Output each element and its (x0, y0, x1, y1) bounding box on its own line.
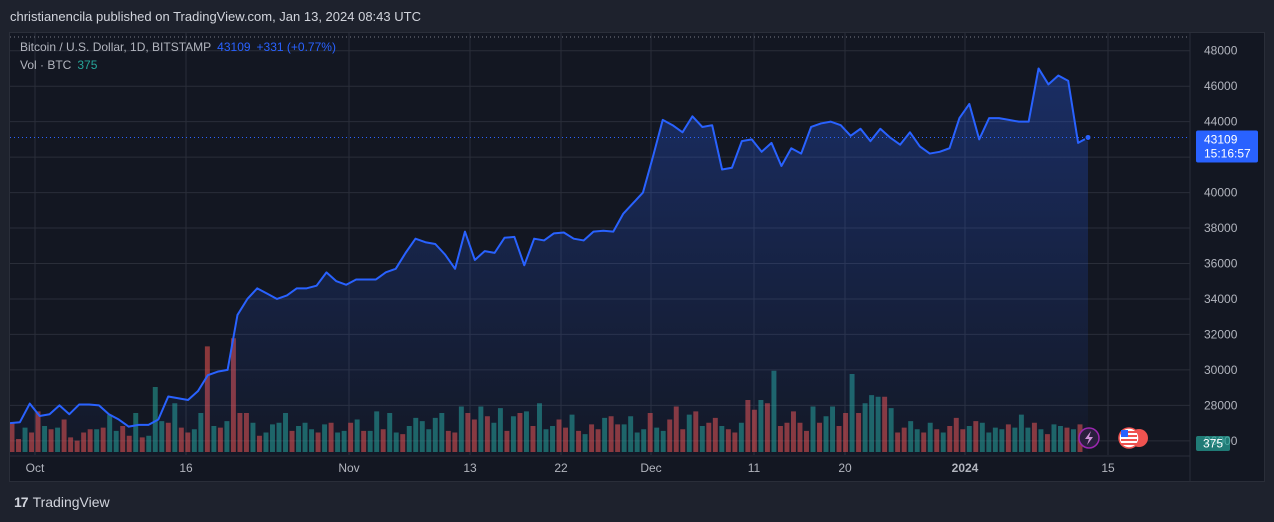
volume-tag-box (1196, 436, 1230, 451)
y-tick-label: 28000 (1204, 398, 1238, 412)
y-tick-label: 34000 (1204, 292, 1238, 306)
tradingview-brand: TradingView (32, 494, 110, 510)
price-tag-box (1196, 130, 1258, 163)
x-tick-label: 20 (838, 461, 852, 475)
x-tick-label: Nov (338, 461, 359, 475)
lightning-icon (1078, 427, 1100, 449)
legend-change: +331 (+0.77%) (256, 40, 336, 54)
x-tick-label: Oct (26, 461, 45, 475)
price-area (10, 68, 1088, 455)
volume-legend[interactable]: Vol · BTC 375 (20, 58, 97, 72)
x-tick-label: Dec (640, 461, 661, 475)
x-tick-label: 16 (179, 461, 193, 475)
legend-price: 43109 (217, 40, 251, 54)
y-tick-label: 44000 (1204, 115, 1238, 129)
tradingview-logo: 17 (14, 494, 29, 510)
us-flag-icon (1118, 427, 1148, 449)
published-header: christianencila published on TradingView… (10, 9, 421, 24)
volume-title: Vol · BTC (20, 58, 72, 72)
volume-tag: 375 (1196, 436, 1230, 451)
price-line (10, 67, 1089, 428)
y-tick-label: 46000 (1204, 79, 1238, 93)
x-tick-label: 15 (1101, 461, 1115, 475)
y-tick-label: 30000 (1204, 363, 1238, 377)
x-tick-label: 11 (748, 461, 761, 475)
y-tick-label: 40000 (1204, 186, 1238, 200)
y-tick-label: 38000 (1204, 221, 1238, 235)
tradingview-footer[interactable]: 17 TradingView (14, 494, 110, 510)
y-tick-label: 32000 (1204, 327, 1238, 341)
last-price-dot (1084, 133, 1092, 141)
symbol-legend[interactable]: Bitcoin / U.S. Dollar, 1D, BITSTAMP 43109… (20, 40, 336, 54)
y-tick-label: 48000 (1204, 44, 1238, 58)
volume-tag-value: 375 (1203, 437, 1223, 451)
y-tick-label: 36000 (1204, 257, 1238, 271)
volume-bar (152, 387, 158, 452)
volume-value: 375 (77, 58, 98, 72)
x-tick-label: 2024 (952, 461, 979, 475)
x-tick-label: 22 (554, 461, 568, 475)
symbol-title: Bitcoin / U.S. Dollar, 1D, BITSTAMP (20, 40, 212, 54)
price-tag-countdown: 15:16:57 (1204, 146, 1251, 160)
price-tag-price: 43109 (1204, 132, 1238, 146)
x-tick-label: 13 (463, 461, 477, 475)
